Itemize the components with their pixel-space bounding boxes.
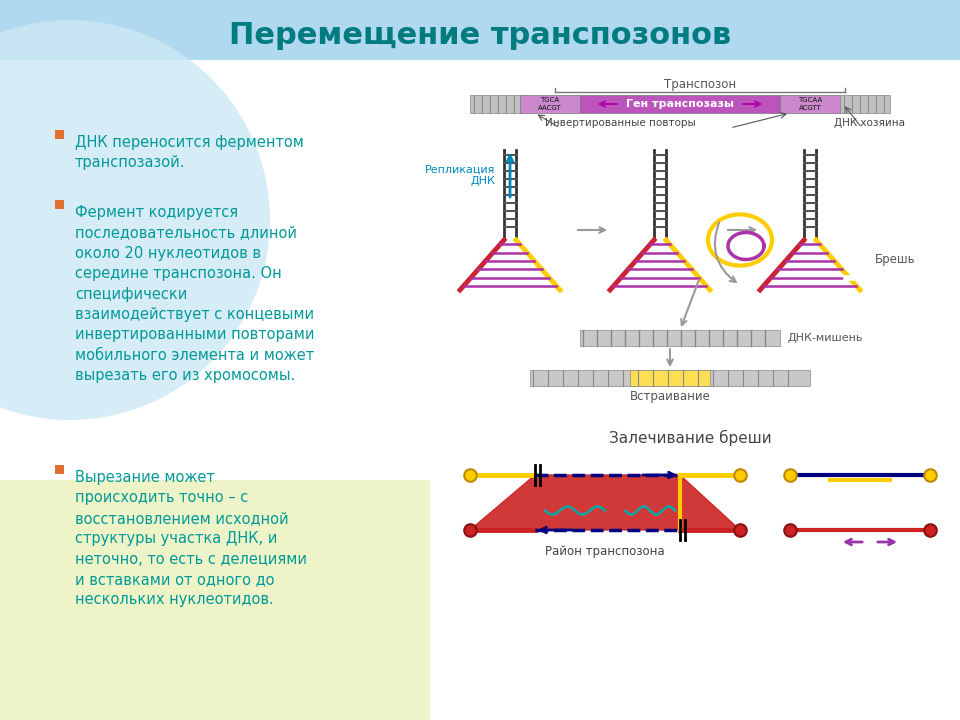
Text: Встраивание: Встраивание: [630, 390, 710, 403]
Text: Район транспозона: Район транспозона: [545, 545, 665, 558]
FancyBboxPatch shape: [780, 95, 840, 113]
FancyBboxPatch shape: [55, 465, 64, 474]
Text: TGCA
AACGT: TGCA AACGT: [539, 97, 562, 110]
Circle shape: [0, 20, 270, 420]
Text: Брешь: Брешь: [875, 253, 916, 266]
FancyBboxPatch shape: [0, 60, 960, 720]
FancyBboxPatch shape: [0, 0, 960, 60]
Text: ДНК-мишень: ДНК-мишень: [788, 333, 863, 343]
Text: Ген транспозазы: Ген транспозазы: [626, 99, 734, 109]
FancyBboxPatch shape: [580, 330, 780, 346]
FancyBboxPatch shape: [0, 480, 430, 720]
FancyBboxPatch shape: [55, 130, 64, 139]
Polygon shape: [470, 475, 740, 530]
FancyBboxPatch shape: [470, 95, 520, 113]
FancyBboxPatch shape: [630, 370, 710, 386]
FancyBboxPatch shape: [55, 200, 64, 209]
Text: ДНК хозяина: ДНК хозяина: [834, 118, 905, 128]
Text: Транспозон: Транспозон: [664, 78, 736, 91]
Text: Фермент кодируется
последовательность длиной
около 20 нуклеотидов в
середине тра: Фермент кодируется последовательность дл…: [75, 205, 315, 383]
FancyBboxPatch shape: [840, 95, 890, 113]
Text: TGCAA
ACGTT: TGCAA ACGTT: [798, 97, 822, 110]
FancyBboxPatch shape: [520, 95, 580, 113]
Text: Репликация
ДНК: Репликация ДНК: [424, 164, 495, 186]
Text: Перемещение транспозонов: Перемещение транспозонов: [228, 20, 732, 50]
Text: Вырезание может
происходить точно – с
восстановлением исходной
структуры участка: Вырезание может происходить точно – с во…: [75, 470, 307, 608]
Text: Инвертированные повторы: Инвертированные повторы: [544, 118, 695, 128]
FancyBboxPatch shape: [530, 370, 810, 386]
Text: Залечивание бреши: Залечивание бреши: [609, 430, 771, 446]
Text: ДНК переносится ферментом
транспозазой.: ДНК переносится ферментом транспозазой.: [75, 135, 304, 171]
FancyBboxPatch shape: [580, 95, 780, 113]
